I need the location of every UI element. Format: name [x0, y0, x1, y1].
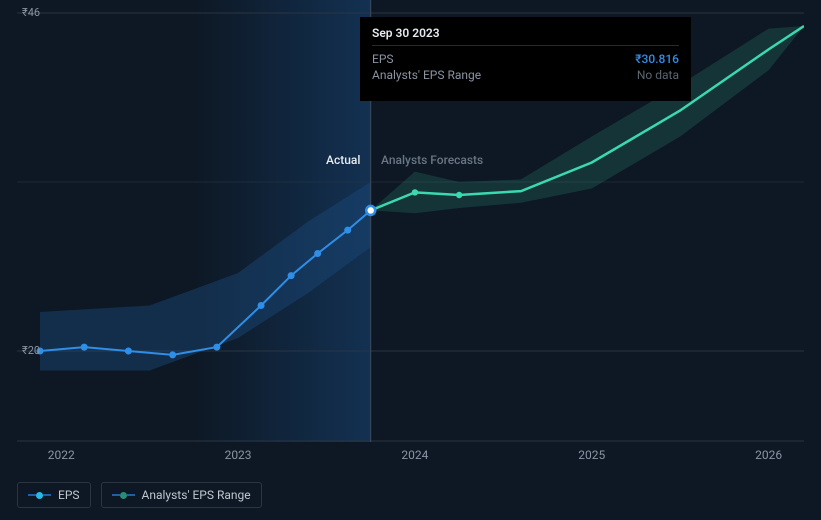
- legend-swatch-icon: [28, 492, 51, 499]
- legend-item[interactable]: EPS: [17, 482, 91, 508]
- tooltip-row: EPS ₹30.816: [372, 51, 679, 67]
- x-axis-tick: 2023: [225, 448, 252, 462]
- x-axis-tick: 2022: [48, 448, 75, 462]
- tooltip-key: Analysts' EPS Range: [372, 68, 481, 82]
- tooltip-value: ₹30.816: [635, 52, 679, 66]
- legend-label: Analysts' EPS Range: [142, 488, 251, 502]
- tooltip-row: Analysts' EPS Range No data: [372, 67, 679, 83]
- tooltip: Sep 30 2023 EPS₹30.816Analysts' EPS Rang…: [360, 17, 691, 101]
- legend-item[interactable]: Analysts' EPS Range: [101, 482, 262, 508]
- legend-swatch-icon: [112, 492, 135, 499]
- x-axis-tick: 2026: [755, 448, 782, 462]
- y-axis-label: ₹46: [22, 6, 40, 19]
- tooltip-key: EPS: [372, 52, 394, 66]
- section-label-actual: Actual: [326, 153, 360, 167]
- x-axis-tick: 2025: [578, 448, 605, 462]
- legend: EPS Analysts' EPS Range: [17, 482, 262, 508]
- x-axis-tick: 2024: [401, 448, 428, 462]
- y-axis-label: ₹20: [22, 344, 40, 357]
- tooltip-value: No data: [637, 68, 679, 82]
- tooltip-title: Sep 30 2023: [372, 26, 679, 46]
- tooltip-rows: EPS ₹30.816 Analysts' EPS Range No data: [372, 51, 679, 83]
- legend-label: EPS: [58, 488, 80, 502]
- x-axis: 2022 2023 2024 2025 2026: [17, 448, 804, 468]
- section-label-forecast: Analysts Forecasts: [381, 153, 483, 167]
